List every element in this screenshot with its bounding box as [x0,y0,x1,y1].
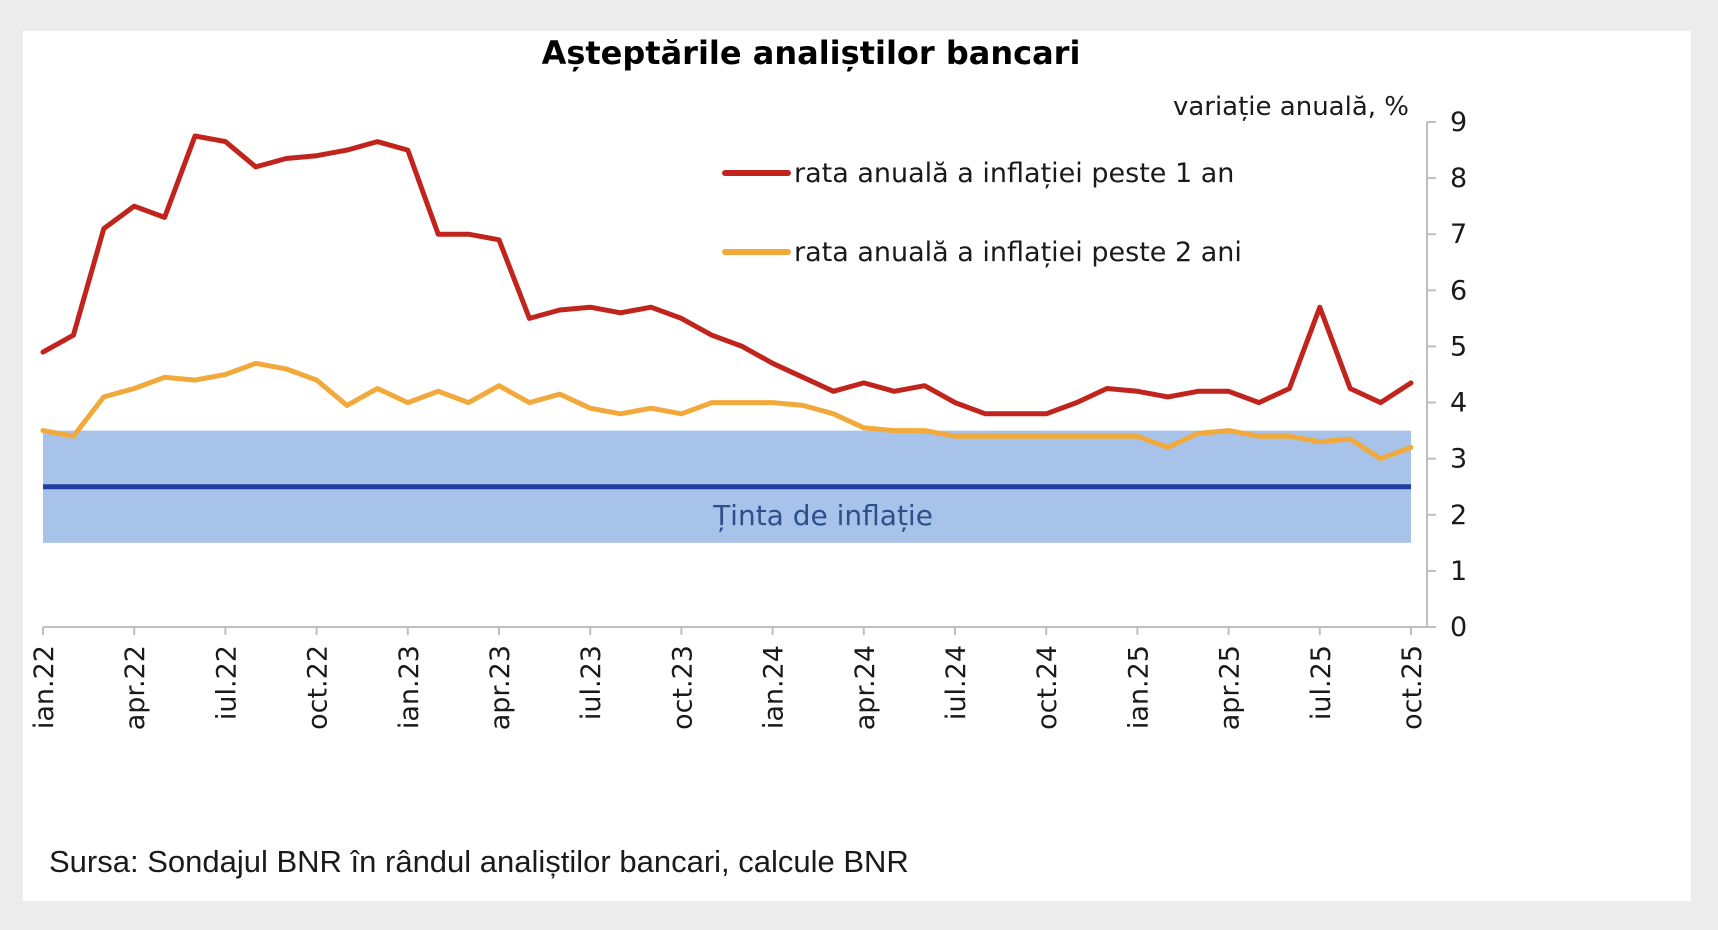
y-tick-label: 5 [1450,331,1467,362]
x-tick-label: oct.24 [1032,645,1063,730]
legend: rata anuală a inflației peste 1 an rata … [722,158,1242,268]
x-tick-label: iul.25 [1306,645,1337,720]
y-tick-label: 9 [1450,107,1467,138]
series-line-1-year [40,133,1414,417]
y-tick-label: 4 [1450,388,1467,419]
x-tick-label: apr.23 [485,645,516,730]
x-tick-label: ian.25 [1123,645,1154,729]
y-axis-label: variație anuală, % [1173,92,1409,122]
x-tick-label: oct.23 [667,645,698,730]
target-label: Ținta de inflație [712,499,933,532]
y-tick-label: 0 [1450,612,1467,643]
axes: 0 1 2 3 4 5 6 7 8 9 ian.22 apr.22 iul.22 oct.22 ian.23… [29,107,1467,730]
y-tick-label: 7 [1450,219,1467,250]
series-line-2-years [40,360,1414,462]
legend-label-2-years: rata anuală a inflației peste 2 ani [794,237,1242,268]
series-layer [40,133,1414,462]
chart: Așteptările analiștilor bancari variație… [29,34,1467,730]
x-tick-label: ian.24 [759,645,790,729]
x-tick-label: iul.24 [941,645,972,720]
x-tick-label: oct.25 [1397,645,1428,730]
x-tick-label: apr.24 [850,645,881,730]
legend-label-1-year: rata anuală a inflației peste 1 an [794,158,1234,189]
source-note: Sursa: Sondajul BNR în rândul analiștilo… [49,844,909,879]
x-tick-label: ian.23 [394,645,425,729]
chart-card: Așteptările analiștilor bancari variație… [23,31,1691,901]
y-tick-label: 3 [1450,444,1467,475]
x-tick-label: apr.22 [120,645,151,730]
x-tick-label: iul.23 [576,645,607,720]
chart-title: Așteptările analiștilor bancari [542,34,1081,72]
x-tick-label: iul.22 [211,645,242,720]
x-tick-label: oct.22 [303,645,334,730]
y-tick-label: 6 [1450,275,1467,306]
x-tick-label: ian.22 [29,645,60,729]
y-tick-label: 2 [1450,500,1467,531]
y-tick-label: 8 [1450,163,1467,194]
x-tick-label: apr.25 [1215,645,1246,730]
y-tick-label: 1 [1450,556,1467,587]
